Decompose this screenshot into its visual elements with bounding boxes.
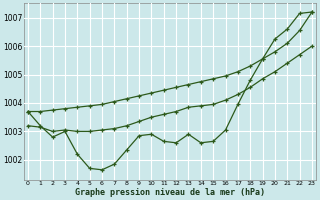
X-axis label: Graphe pression niveau de la mer (hPa): Graphe pression niveau de la mer (hPa) (75, 188, 265, 197)
